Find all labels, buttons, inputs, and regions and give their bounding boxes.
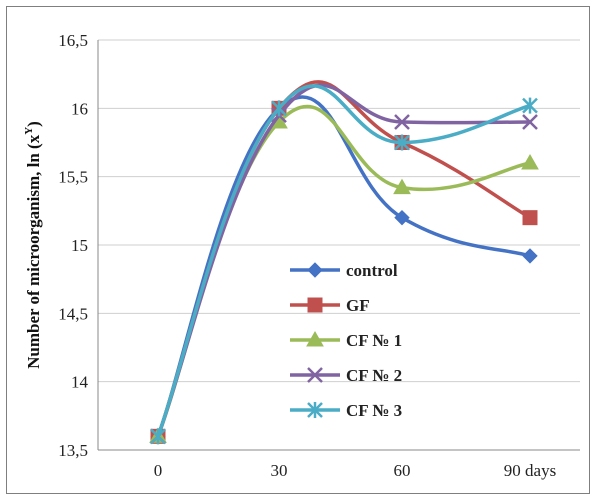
legend-item: control: [290, 261, 398, 280]
y-axis-label-main: Number of microorganism, ln (x: [24, 134, 43, 369]
x-tick-label: 30: [271, 461, 288, 480]
series-cf-3: [150, 84, 538, 445]
x-tick-label: 60: [394, 461, 411, 480]
legend-marker: [307, 402, 323, 418]
y-tick-label: 15: [71, 236, 88, 255]
axes: [97, 40, 580, 451]
data-point: [522, 248, 538, 264]
legend-item: CF № 2: [290, 366, 402, 385]
legend-marker: [307, 262, 323, 278]
legend-marker: [307, 367, 323, 383]
y-tick-label: 16: [71, 99, 88, 118]
data-point: [271, 100, 287, 117]
legend-label: GF: [346, 296, 370, 315]
series-group: [149, 80, 539, 445]
legend-label: CF № 1: [346, 331, 402, 350]
y-tick-label: 13,5: [58, 441, 88, 460]
legend-marker: [306, 330, 324, 347]
data-point: [150, 428, 166, 445]
y-tick-labels: 13,5 14 14,5 15 15,5 16 16,5: [58, 31, 88, 460]
series-line: [156, 104, 531, 437]
y-tick-label: 14: [71, 373, 89, 392]
x-tick-label: 90 days: [504, 461, 556, 480]
y-tick-label: 15,5: [58, 168, 88, 187]
series-line: [156, 84, 531, 437]
grid: [98, 39, 580, 383]
legend-item: GF: [290, 296, 370, 315]
x-tick-label: 0: [154, 461, 163, 480]
y-axis-label: Number of microorganism, ln (xY): [23, 121, 43, 369]
legend-label: CF № 2: [346, 366, 402, 385]
y-axis-label-sup: Y: [23, 127, 35, 135]
legend-marker: [307, 297, 323, 313]
data-point: [521, 153, 539, 170]
data-point: [522, 210, 538, 226]
data-point: [522, 114, 538, 130]
data-point: [394, 114, 410, 130]
data-point: [394, 209, 410, 226]
x-tick-labels: 0 30 60 90 days: [154, 461, 556, 480]
data-point: [393, 178, 411, 195]
legend-item: CF № 1: [290, 330, 402, 350]
legend-item: CF № 3: [290, 401, 402, 420]
legend: control GF CF № 1 CF № 2 CF № 3: [290, 261, 402, 420]
data-point: [394, 134, 410, 151]
y-tick-label: 14,5: [58, 304, 88, 323]
y-tick-label: 16,5: [58, 31, 88, 50]
y-axis-label-close: ): [24, 121, 43, 127]
series-line: [156, 95, 531, 437]
legend-label: control: [346, 261, 398, 280]
data-point: [522, 97, 538, 114]
legend-label: CF № 3: [346, 401, 402, 420]
